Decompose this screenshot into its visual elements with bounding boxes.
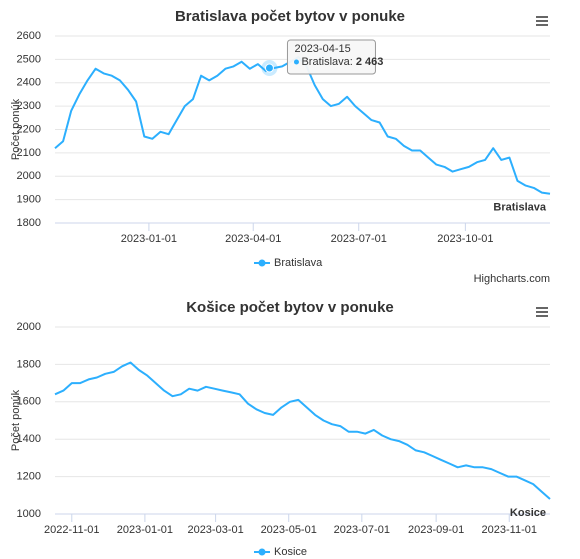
chart-title: Bratislava počet bytov v ponuke xyxy=(175,8,405,25)
x-tick-label: 2023-03-01 xyxy=(187,524,243,536)
tooltip-marker xyxy=(293,59,299,65)
y-tick-label: 2400 xyxy=(17,77,41,89)
hover-point xyxy=(264,63,274,73)
y-axis-title: Počet ponúk xyxy=(10,98,22,160)
y-tick-label: 2500 xyxy=(17,53,41,65)
tooltip-text: Bratislava: 2 463 xyxy=(301,56,383,68)
x-tick-label: 2023-11-01 xyxy=(482,524,537,536)
y-tick-label: 2100 xyxy=(17,147,41,159)
tooltip-date: 2023-04-15 xyxy=(294,43,350,55)
series-end-label: Kosice xyxy=(510,507,546,519)
x-tick-label: 2023-10-01 xyxy=(437,233,493,245)
y-tick-label: 2200 xyxy=(17,123,41,135)
chart-title: Košice počet bytov v ponuke xyxy=(186,299,394,316)
tooltip-box xyxy=(286,39,376,75)
x-tick-label: 2023-04-01 xyxy=(225,233,281,245)
x-tick-label: 2023-05-01 xyxy=(261,524,317,536)
x-tick-label: 2023-07-01 xyxy=(331,233,387,245)
y-axis-title: Počet ponúk xyxy=(10,389,22,451)
legend-marker xyxy=(258,259,266,267)
x-tick-label: 2022-11-01 xyxy=(44,524,99,536)
y-tick-label: 1800 xyxy=(17,358,41,370)
y-tick-label: 1200 xyxy=(17,471,41,483)
data-line xyxy=(54,56,551,195)
y-tick-label: 1600 xyxy=(17,396,41,408)
credits: Highcharts.com xyxy=(474,273,550,285)
legend-marker xyxy=(258,548,266,556)
x-tick-label: 2023-07-01 xyxy=(334,524,390,536)
menu-icon[interactable] xyxy=(536,16,548,26)
x-tick-label: 2023-01-01 xyxy=(121,233,177,245)
x-tick-label: 2023-09-01 xyxy=(408,524,464,536)
y-tick-label: 1900 xyxy=(17,194,41,206)
y-tick-label: 2000 xyxy=(17,170,41,182)
y-tick-label: 1400 xyxy=(17,433,41,445)
x-tick-label: 2023-01-01 xyxy=(117,524,173,536)
y-tick-label: 2000 xyxy=(17,321,41,333)
tooltip-value: 2 463 xyxy=(356,56,384,68)
legend-label: Bratislava xyxy=(274,257,323,269)
legend-label: Kosice xyxy=(274,546,307,558)
y-tick-label: 1000 xyxy=(17,508,41,520)
tooltip-name: Bratislava: xyxy=(301,56,352,68)
y-tick-label: 2600 xyxy=(17,30,41,42)
y-tick-label: 1800 xyxy=(17,217,41,229)
series-end-label: Bratislava xyxy=(493,202,546,214)
menu-icon[interactable] xyxy=(536,307,548,317)
y-tick-label: 2300 xyxy=(17,100,41,112)
data-line xyxy=(54,361,551,500)
